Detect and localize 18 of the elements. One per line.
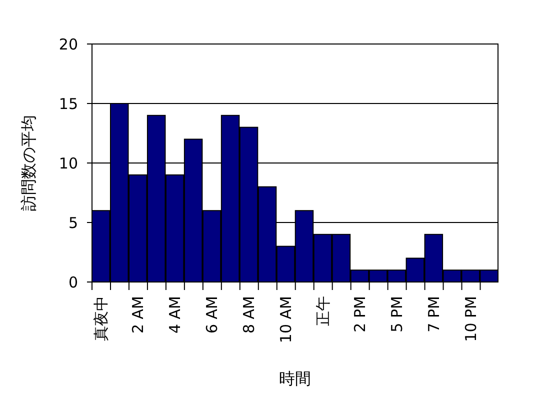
x-axis-title: 時間: [279, 369, 311, 388]
x-tick-label: 7 PM: [424, 296, 443, 332]
x-tick-label: 10 AM: [277, 296, 296, 344]
y-tick-label: 20: [58, 35, 78, 54]
x-tick-label: 2 PM: [350, 296, 369, 332]
y-tick-label: 15: [58, 94, 78, 113]
y-tick-label: 0: [68, 273, 78, 292]
x-tick-label: 4 AM: [166, 296, 184, 334]
y-tick-label: 5: [68, 214, 78, 232]
y-axis-title: 訪問数の平均: [19, 115, 38, 211]
x-tick-label: 8 AM: [240, 296, 258, 334]
x-tick-label: 10 PM: [462, 296, 480, 342]
x-tick-label: 真夜中: [92, 296, 110, 341]
y-tick-label: 10: [58, 154, 78, 172]
x-tick-label: 正午: [314, 296, 332, 326]
x-tick-label: 6 AM: [203, 296, 222, 334]
x-tick-label: 2 AM: [129, 296, 148, 334]
x-tick-label: 5 PM: [388, 296, 406, 332]
